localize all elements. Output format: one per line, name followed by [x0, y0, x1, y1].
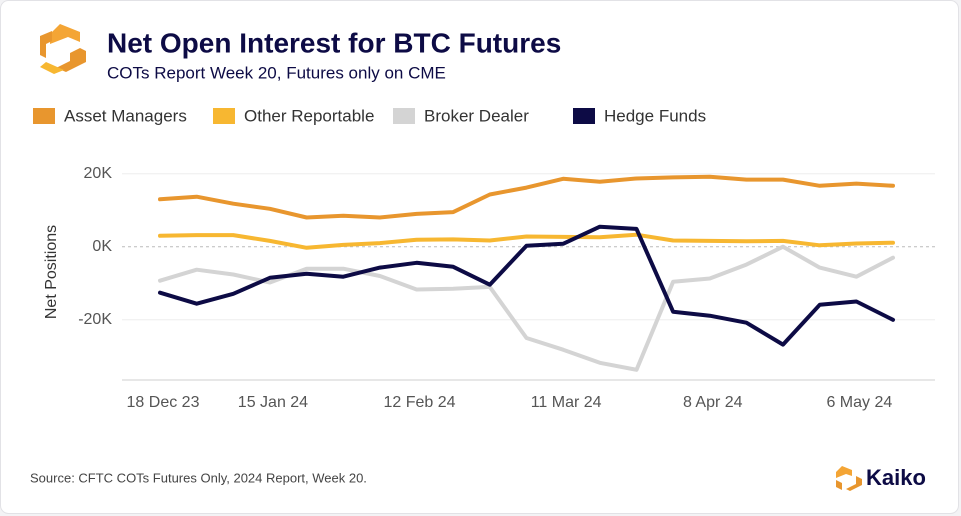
- legend-swatch: [573, 108, 595, 124]
- series-line: [158, 174, 895, 220]
- source-note: Source: CFTC COTs Futures Only, 2024 Rep…: [30, 470, 367, 485]
- logo: [40, 24, 86, 74]
- chart-subtitle: COTs Report Week 20, Futures only on CME: [107, 63, 446, 82]
- x-tick-label: 8 Apr 24: [683, 394, 743, 411]
- y-tick-label: 20K: [84, 165, 113, 182]
- y-tick-label: 0K: [92, 238, 112, 255]
- legend-swatch: [33, 108, 55, 124]
- brand-name: Kaiko: [866, 465, 926, 490]
- y-axis-label: Net Positions: [43, 225, 60, 319]
- legend-label: Broker Dealer: [424, 106, 529, 125]
- series-line: [158, 232, 895, 250]
- legend-label: Hedge Funds: [604, 106, 706, 125]
- series-line: [158, 224, 895, 347]
- y-tick-label: -20K: [78, 311, 112, 328]
- legend-label: Asset Managers: [64, 106, 187, 125]
- x-tick-label: 6 May 24: [826, 394, 892, 411]
- x-tick-label: 12 Feb 24: [384, 394, 456, 411]
- brand-logo: [836, 466, 862, 491]
- legend-swatch: [213, 108, 235, 124]
- chart-title: Net Open Interest for BTC Futures: [107, 27, 561, 58]
- x-tick-label: 18 Dec 23: [127, 394, 200, 411]
- x-tick-label: 11 Mar 24: [531, 394, 602, 411]
- legend-label: Other Reportable: [244, 106, 374, 125]
- x-tick-label: 15 Jan 24: [238, 394, 308, 411]
- legend-swatch: [393, 108, 415, 124]
